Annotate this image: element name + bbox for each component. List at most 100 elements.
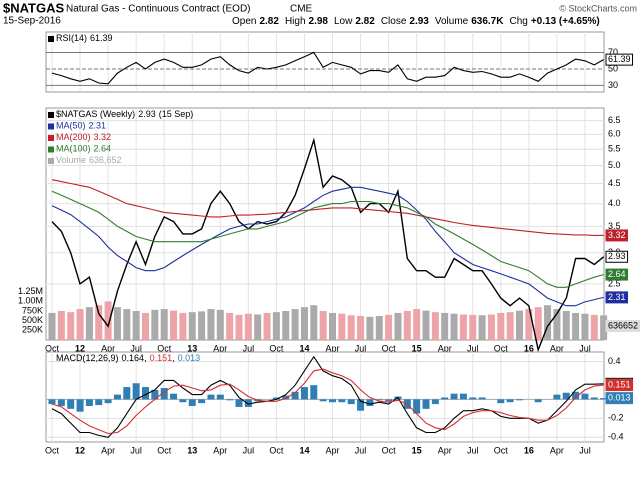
quote-label: Open	[232, 16, 256, 27]
volume-bar	[431, 312, 439, 340]
volume-bar	[132, 311, 140, 340]
series-line	[51, 368, 604, 435]
last-value-box	[605, 250, 629, 263]
x-tick-label: Jul	[355, 445, 367, 455]
histogram-bar	[347, 399, 355, 405]
credit: © StockCharts.com	[559, 3, 637, 13]
volume-bar	[422, 310, 430, 340]
volume-bar	[170, 310, 178, 340]
histogram-bar	[85, 399, 93, 406]
volume-bar	[487, 314, 495, 340]
x-tick-label: Oct	[382, 445, 397, 455]
x-tick-label: Oct	[494, 445, 509, 455]
histogram-bar	[170, 393, 178, 400]
volume-bar	[441, 312, 449, 340]
legend-value: 2.31	[89, 121, 107, 131]
legend-name: $NATGAS (Weekly)	[56, 109, 135, 119]
histogram-bar	[506, 399, 514, 403]
last-value-box	[605, 320, 640, 332]
legend-separator: ,	[144, 353, 147, 363]
legend-swatch	[48, 135, 54, 141]
histogram-bar	[198, 399, 206, 404]
y-tick-label: 4.0	[608, 198, 621, 208]
quote-value: 636.7K	[471, 16, 504, 27]
series-line	[51, 186, 604, 307]
x-tick-label: Jul	[243, 445, 255, 455]
volume-bar	[85, 307, 93, 340]
histogram-bar	[310, 385, 318, 400]
volume-bar	[300, 307, 308, 340]
y-tick-label: 0.4	[608, 356, 621, 366]
histogram-bar	[67, 399, 75, 409]
volume-bar	[142, 312, 149, 340]
x-tick-label: Jul	[355, 343, 367, 353]
y-tick-label: 3.5	[608, 221, 621, 231]
volume-bar	[226, 312, 234, 340]
last-value-box	[605, 53, 634, 66]
x-tick-label: 15	[412, 343, 422, 353]
volume-bar	[572, 312, 580, 340]
panel	[45, 107, 605, 341]
x-tick-label: Oct	[269, 343, 284, 353]
quote: Open 2.82 High 2.98 Low 2.82 Close 2.93 Volume 63…	[232, 16, 600, 27]
histogram-bar	[581, 393, 589, 400]
histogram-bar	[553, 394, 561, 400]
legend-date: (15 Sep)	[159, 109, 194, 119]
volume-bar	[469, 314, 477, 340]
last-value: 0.151	[608, 379, 631, 389]
volume-bar	[450, 313, 458, 340]
histogram-bar	[188, 399, 196, 406]
histogram-bar	[562, 392, 570, 400]
legend-value: 0.164	[122, 353, 145, 363]
histogram-bar	[450, 393, 458, 400]
quote-value: 2.82	[355, 16, 375, 27]
volume-bar	[151, 309, 159, 340]
volume-bar	[394, 312, 402, 340]
last-value: 2.31	[608, 292, 626, 302]
last-value-box	[605, 392, 634, 405]
volume-bar	[478, 315, 486, 340]
histogram-bar	[282, 395, 290, 400]
volume-bar	[338, 313, 346, 340]
volume-bar	[198, 311, 206, 340]
quote-value: 2.93	[409, 16, 429, 27]
histogram-bar	[413, 399, 421, 414]
x-tick-label: Apr	[325, 445, 339, 455]
y-tick-label: 6.0	[608, 129, 621, 139]
last-value-box	[605, 229, 629, 242]
x-tick-label: Oct	[157, 343, 172, 353]
legend: MA(50) 2.31	[56, 121, 106, 131]
histogram-bar	[226, 399, 234, 401]
histogram-bar	[113, 394, 121, 400]
y2-tick-label: 750K	[22, 305, 43, 315]
quote-value: 2.98	[309, 16, 329, 27]
legend: RSI(14) 61.39	[56, 33, 113, 43]
y-tick-label: 50	[608, 63, 618, 73]
volume-bar	[562, 311, 570, 340]
volume-bar	[357, 316, 365, 340]
histogram-bar	[516, 399, 523, 401]
x-tick-label: 14	[299, 343, 309, 353]
x-tick-label: Jul	[579, 445, 591, 455]
x-tick-label: Apr	[213, 343, 227, 353]
y-tick-label: 30	[608, 80, 618, 90]
legend-name: MACD(12,26,9)	[56, 353, 119, 363]
volume-bar	[525, 309, 533, 340]
x-tick-label: Oct	[157, 445, 172, 455]
legend-name: RSI(14)	[56, 33, 87, 43]
histogram-bar	[366, 399, 374, 406]
histogram-bar	[497, 399, 505, 404]
volume-bar	[375, 316, 383, 340]
legend-value: 61.39	[90, 33, 113, 43]
legend-value: 0.151	[150, 353, 173, 363]
histogram-bar	[478, 397, 486, 400]
histogram-bar	[244, 399, 252, 407]
series-line	[51, 355, 604, 438]
x-tick-label: Apr	[213, 445, 227, 455]
last-value-box	[605, 268, 629, 281]
y-tick-label: 5.5	[608, 144, 621, 154]
volume-bar	[244, 313, 252, 340]
last-value-box	[605, 379, 634, 392]
y-tick-label: 4.5	[608, 178, 621, 188]
quote-label: Chg	[509, 16, 527, 27]
